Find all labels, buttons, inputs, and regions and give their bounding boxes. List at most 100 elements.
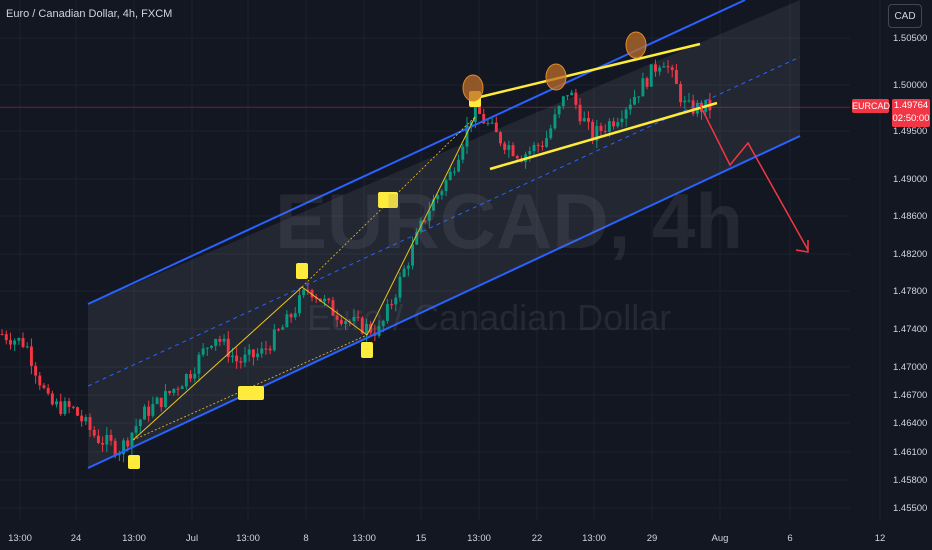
candle-body (42, 385, 46, 388)
candle-body (4, 334, 8, 341)
candle-body (356, 316, 360, 318)
candle-body (633, 96, 636, 105)
candle-body (134, 426, 138, 433)
candle-body (331, 300, 335, 316)
candle-body (9, 340, 12, 345)
pattern-point-marker (238, 386, 264, 400)
candle-body (499, 132, 502, 144)
top-highlight-circle (462, 74, 484, 102)
x-tick-label: 13:00 (236, 533, 260, 544)
candle-body (607, 121, 611, 132)
pattern-point-marker (128, 455, 140, 469)
candle-body (239, 361, 243, 363)
currency-button[interactable]: CAD (888, 4, 922, 28)
y-tick-label: 1.48200 (893, 249, 927, 260)
candle-body (549, 128, 553, 139)
y-tick-label: 1.47400 (893, 324, 927, 335)
candle-body (126, 440, 130, 447)
x-tick-label: 12 (875, 533, 886, 544)
pattern-point-marker (296, 263, 308, 279)
candle-body (310, 290, 314, 298)
pattern-point-marker (361, 342, 373, 358)
candle-body (151, 403, 155, 416)
watermark-symbol: EURCAD, 4h (275, 177, 744, 265)
y-tick-label: 1.49500 (893, 126, 927, 137)
candle-body (264, 348, 268, 350)
candle-body (503, 143, 507, 150)
candle-body (243, 354, 247, 363)
candle-body (63, 401, 67, 414)
candle-body (339, 319, 343, 324)
candle-body (515, 155, 519, 159)
candle-body (55, 401, 59, 405)
candle-body (109, 434, 113, 441)
candle-body (155, 397, 159, 404)
candle-body (147, 406, 151, 416)
candle-body (17, 338, 21, 341)
x-tick-label: 22 (532, 533, 543, 544)
candle-body (532, 144, 536, 152)
candle-body (603, 130, 607, 132)
candle-body (570, 92, 574, 96)
candle-body (649, 64, 653, 87)
candle-body (478, 101, 482, 114)
candle-body (302, 289, 306, 296)
candle-body (582, 118, 586, 122)
candle-body (29, 346, 33, 366)
candle-body (683, 100, 687, 103)
candle-body (653, 64, 657, 72)
candle-body (586, 118, 590, 122)
candle-body (612, 121, 616, 127)
y-tick-label: 1.46100 (893, 447, 927, 458)
x-tick-label: 29 (647, 533, 658, 544)
candle-body (176, 388, 180, 390)
candle-body (578, 104, 582, 122)
top-highlight-circle (545, 63, 567, 91)
candle-body (226, 338, 230, 358)
candle-body (528, 151, 532, 155)
candle-body (50, 393, 54, 405)
candle-body (281, 327, 285, 330)
candle-body (540, 145, 544, 147)
candle-body (427, 210, 431, 221)
candle-body (163, 391, 167, 408)
candle-body (34, 365, 38, 376)
candle-body (335, 315, 339, 320)
candle-body (360, 317, 364, 334)
candle-body (674, 70, 678, 84)
y-tick-label: 1.50000 (893, 80, 927, 91)
candle-body (277, 329, 280, 331)
projection-arrow-path (699, 104, 809, 251)
candle-body (679, 83, 683, 103)
pattern-zigzag (132, 116, 476, 441)
candle-body (76, 407, 79, 416)
pattern-point-marker (378, 192, 398, 208)
candle-body (193, 373, 197, 379)
candle-body (21, 338, 25, 347)
candle-body (184, 374, 188, 387)
candle-body (46, 387, 50, 394)
x-tick-label: 15 (416, 533, 427, 544)
last-price-label: 1.49764 02:50:00 (892, 99, 930, 127)
candle-body (101, 442, 105, 445)
x-tick-label: Jul (186, 533, 198, 544)
candle-body (377, 326, 381, 336)
y-tick-label: 1.47800 (893, 286, 927, 297)
candle-body (222, 338, 226, 342)
candle-body (25, 346, 29, 348)
candle-body (641, 78, 645, 97)
candle-body (381, 320, 385, 327)
candle-body (658, 67, 662, 72)
candle-body (180, 386, 184, 390)
y-tick-label: 1.45500 (893, 503, 927, 514)
candle-body (591, 121, 595, 141)
candle-body (348, 321, 352, 323)
candle-body (394, 297, 398, 305)
candle-body (436, 195, 440, 200)
candle-body (214, 338, 218, 346)
candle-body (67, 401, 71, 407)
y-tick-label: 1.46700 (893, 390, 927, 401)
candle-body (490, 122, 494, 124)
candle-body (38, 375, 42, 386)
